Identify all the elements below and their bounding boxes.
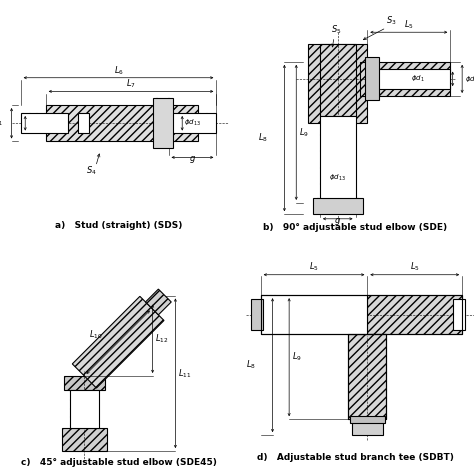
Text: $\phi d_{13}$: $\phi d_{13}$ xyxy=(184,118,201,128)
Bar xyxy=(78,113,89,133)
Bar xyxy=(313,198,363,214)
Text: $\phi d_1$: $\phi d_1$ xyxy=(410,74,424,84)
Polygon shape xyxy=(146,289,171,315)
Bar xyxy=(348,334,386,419)
Bar xyxy=(365,57,379,100)
Text: b)   90° adjustable stud elbow (SDE): b) 90° adjustable stud elbow (SDE) xyxy=(264,223,447,232)
Bar xyxy=(453,299,465,330)
Bar xyxy=(352,417,383,435)
Text: $L_5$: $L_5$ xyxy=(410,260,419,273)
Bar xyxy=(320,44,356,117)
Text: $L_9$: $L_9$ xyxy=(292,351,301,364)
Bar xyxy=(372,69,450,89)
Text: $g$: $g$ xyxy=(189,155,196,165)
Bar xyxy=(21,113,68,134)
Text: $\phi d_{13}$: $\phi d_{13}$ xyxy=(329,173,346,183)
Bar xyxy=(64,376,105,390)
Bar xyxy=(62,428,107,451)
Text: a)   Stud (straight) (SDS): a) Stud (straight) (SDS) xyxy=(55,221,182,230)
Text: $L_5$: $L_5$ xyxy=(309,260,319,273)
Polygon shape xyxy=(73,296,164,388)
Text: $L_6$: $L_6$ xyxy=(113,64,124,77)
Bar xyxy=(261,295,367,334)
Text: $L_{10}$: $L_{10}$ xyxy=(89,328,102,341)
Text: $L_8$: $L_8$ xyxy=(246,359,256,372)
Text: $S_4$: $S_4$ xyxy=(86,164,97,177)
Text: $g$: $g$ xyxy=(334,216,341,227)
Text: d)   Adjustable stud branch tee (SDBT): d) Adjustable stud branch tee (SDBT) xyxy=(257,454,454,463)
Bar xyxy=(261,295,462,334)
Text: $L_9$: $L_9$ xyxy=(299,126,309,138)
Text: c)   45° adjustable stud elbow (SDE45): c) 45° adjustable stud elbow (SDE45) xyxy=(20,458,217,467)
Bar xyxy=(367,295,462,334)
Text: $\phi d$: $\phi d$ xyxy=(465,74,474,84)
Bar xyxy=(348,334,386,419)
Bar xyxy=(251,299,263,330)
Text: $S_5$: $S_5$ xyxy=(331,23,342,36)
Bar xyxy=(320,117,356,203)
Bar xyxy=(350,416,385,423)
Bar xyxy=(360,62,450,96)
Text: $L_7$: $L_7$ xyxy=(126,78,136,90)
Bar xyxy=(70,390,99,428)
Bar xyxy=(46,105,198,141)
Text: $L_8$: $L_8$ xyxy=(258,132,268,144)
Text: $L_{11}$: $L_{11}$ xyxy=(178,367,191,380)
Text: $L_{12}$: $L_{12}$ xyxy=(155,333,168,345)
Bar xyxy=(169,113,216,134)
Text: $\phi d_1$: $\phi d_1$ xyxy=(0,118,2,128)
Text: $S_3$: $S_3$ xyxy=(386,14,396,27)
Bar xyxy=(153,98,173,148)
Bar xyxy=(308,44,367,123)
Text: $L_5$: $L_5$ xyxy=(404,18,414,31)
